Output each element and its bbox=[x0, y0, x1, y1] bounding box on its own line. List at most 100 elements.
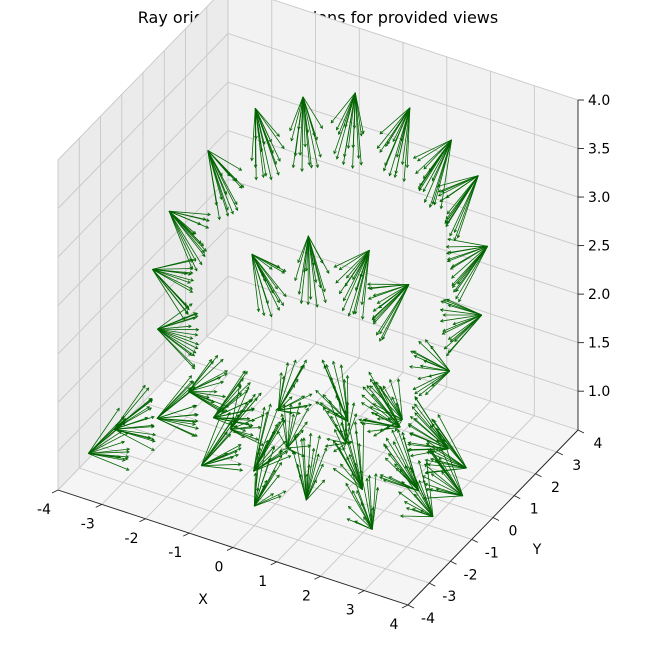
ray-arrowhead bbox=[194, 332, 199, 337]
ray-arrowhead bbox=[361, 421, 366, 426]
ray-arrowhead bbox=[388, 172, 392, 177]
ray-arrowhead bbox=[388, 476, 393, 480]
ray-arrowhead bbox=[150, 437, 155, 441]
y-tick-label: 2 bbox=[551, 480, 560, 496]
ray-arrowhead bbox=[280, 417, 285, 422]
z-tick-label: 2.0 bbox=[588, 287, 610, 303]
ray-arrow bbox=[157, 328, 193, 339]
ray-arrow bbox=[410, 448, 449, 457]
ray-arrowhead bbox=[295, 432, 300, 437]
ray-arrowhead bbox=[246, 386, 250, 390]
ray-arrowhead bbox=[323, 447, 328, 452]
ray-arrow bbox=[453, 246, 488, 293]
ray-arrowhead bbox=[352, 489, 356, 494]
ray-arrowhead bbox=[430, 345, 434, 350]
axes-panes bbox=[58, 0, 578, 605]
ray-arrowhead bbox=[257, 447, 262, 451]
ray-arrow bbox=[168, 211, 193, 270]
ray-arrow bbox=[335, 249, 370, 284]
ray-arrow bbox=[168, 210, 203, 265]
ray-arrow bbox=[188, 391, 226, 398]
ray-arrow bbox=[372, 284, 410, 319]
ray-arrowhead bbox=[278, 454, 283, 459]
ray-arrow bbox=[360, 250, 370, 278]
ray-arrowhead bbox=[373, 381, 377, 386]
ray-arrowhead bbox=[332, 439, 337, 444]
ray-arrow bbox=[454, 175, 479, 233]
ray-arrowhead bbox=[374, 472, 378, 477]
ray-arrow bbox=[168, 210, 207, 252]
ray-arrow bbox=[446, 314, 483, 356]
ray-arrowhead bbox=[217, 216, 221, 221]
ray-bundle bbox=[291, 432, 328, 501]
ray-arrow bbox=[305, 447, 327, 501]
ray-arrowhead bbox=[409, 466, 413, 471]
ray-arrowhead bbox=[147, 435, 152, 440]
ray-arrow bbox=[458, 246, 488, 302]
ray-arrow bbox=[343, 379, 349, 422]
ray-arrow bbox=[156, 375, 192, 419]
ray-arrowhead bbox=[315, 401, 319, 405]
ray-arrowhead bbox=[426, 451, 431, 455]
ray-arrow bbox=[200, 421, 232, 466]
ray-arrow bbox=[354, 92, 362, 165]
ray-arrowhead bbox=[261, 174, 265, 179]
ray-arrow bbox=[418, 460, 434, 517]
ray-arrow bbox=[251, 253, 286, 272]
ray-arrowhead bbox=[417, 459, 422, 464]
ray-arrow bbox=[334, 249, 370, 268]
ray-bundle bbox=[277, 359, 313, 415]
ray-arrow bbox=[254, 495, 282, 507]
ray-arrowhead bbox=[341, 161, 346, 166]
ray-arrow bbox=[301, 96, 304, 172]
ray-arrowhead bbox=[189, 270, 194, 275]
ray-arrowhead bbox=[449, 232, 453, 237]
ray-arrow bbox=[213, 382, 251, 418]
ray-arrow bbox=[417, 139, 452, 162]
ray-arrow bbox=[427, 464, 467, 469]
ray-arrowhead bbox=[342, 447, 346, 451]
ray-arrow bbox=[88, 432, 129, 454]
ray-arrowhead bbox=[144, 416, 149, 421]
ray-arrowhead bbox=[234, 207, 239, 212]
ray-arrowhead bbox=[415, 170, 419, 175]
ray-arrowhead bbox=[414, 390, 418, 395]
ray-arrowhead bbox=[353, 413, 358, 417]
ray-arrow bbox=[188, 391, 220, 412]
ray-arrow bbox=[253, 407, 265, 472]
ray-arrowhead bbox=[350, 165, 355, 170]
x-tick-label: 0 bbox=[215, 560, 224, 576]
ray-arrow bbox=[378, 284, 410, 309]
ray-arrowhead bbox=[194, 345, 199, 350]
ray-arrow bbox=[286, 402, 301, 449]
ray-arrowhead bbox=[303, 359, 307, 364]
ray-arrow bbox=[440, 314, 482, 322]
ray-arrow bbox=[254, 107, 285, 149]
ray-arrowhead bbox=[393, 174, 398, 179]
ray-arrowhead bbox=[401, 431, 405, 436]
ray-arrowhead bbox=[276, 307, 280, 311]
ray-arrowhead bbox=[326, 410, 331, 414]
ray-arrowhead bbox=[302, 437, 306, 441]
ray-arrow bbox=[330, 92, 356, 124]
ray-arrowhead bbox=[399, 468, 404, 473]
ray-arrow bbox=[361, 394, 401, 428]
ray-arrow bbox=[156, 405, 197, 419]
ray-arrowhead bbox=[334, 428, 338, 433]
ray-arrowhead bbox=[446, 298, 450, 303]
ray-arrowhead bbox=[126, 450, 130, 454]
ray-arrowhead bbox=[250, 408, 255, 412]
ray-arrow bbox=[436, 439, 464, 496]
ray-arrow bbox=[88, 424, 119, 454]
ray-arrowhead bbox=[297, 259, 301, 264]
grid-line-z bbox=[57, 130, 579, 306]
ray-arrowhead bbox=[278, 451, 283, 455]
ray-arrow bbox=[188, 359, 212, 392]
ray-arrowhead bbox=[379, 337, 383, 342]
ray-arrowhead bbox=[332, 360, 336, 365]
ray-arrow bbox=[446, 245, 488, 248]
grid-line-z bbox=[57, 227, 579, 403]
ray-arrow bbox=[337, 397, 347, 444]
ray-arrowhead bbox=[376, 300, 381, 304]
ray-arrowhead bbox=[223, 373, 228, 377]
